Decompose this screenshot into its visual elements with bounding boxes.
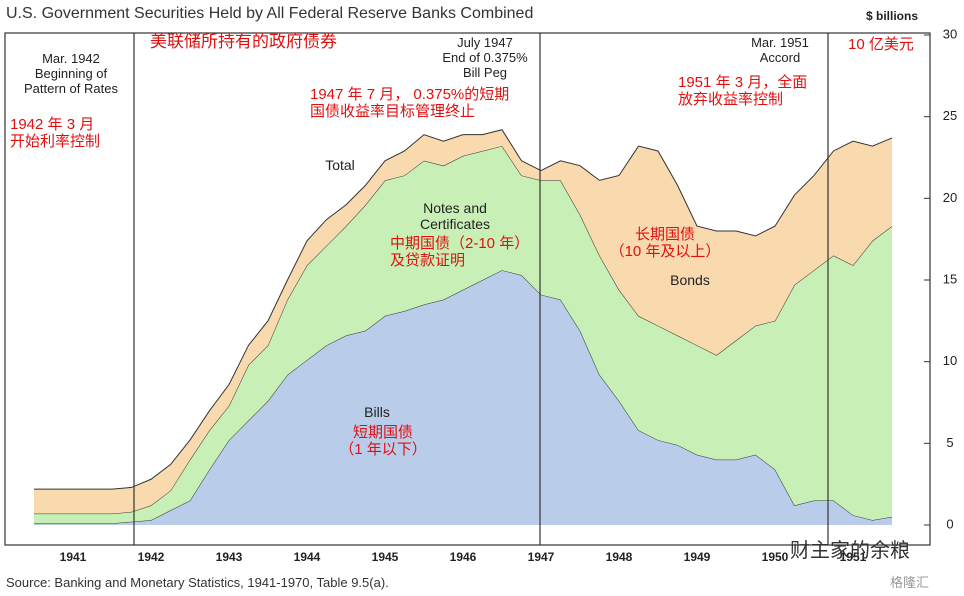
series-label: Bills: [364, 404, 390, 420]
x-tick-label: 1944: [294, 550, 321, 564]
x-tick-label: 1949: [684, 550, 711, 564]
x-tick-label: 1946: [450, 550, 477, 564]
annotation: Mar. 1951 Accord: [751, 35, 809, 65]
y-tick-label: 20: [943, 190, 957, 205]
y-tick-label: 15: [943, 271, 957, 286]
area: [34, 129, 892, 514]
y-axis-label: $ billions: [866, 9, 919, 23]
annotation-zh: 1947 年 7 月， 0.375%的短期 国债收益率目标管理终止: [310, 86, 510, 121]
series-label: Bonds: [670, 272, 710, 288]
x-tick-label: 1947: [528, 550, 555, 564]
annotation-zh: 短期国债 （1 年以下）: [339, 424, 427, 459]
x-tick-label: 1943: [216, 550, 243, 564]
y-axis-label-zh: 10 亿美元: [848, 36, 914, 53]
annotation-zh: 1951 年 3 月，全面 放弃收益率控制: [678, 74, 808, 109]
plot-frame: [4, 32, 931, 546]
annotation: July 1947 End of 0.375% Bill Peg: [442, 35, 528, 80]
watermark: 财主家的余粮: [790, 540, 910, 562]
y-tick-label: 10: [943, 353, 957, 368]
y-tick-label: 5: [946, 435, 953, 450]
y-tick-label: 0: [946, 516, 953, 531]
area-edge: [34, 129, 893, 490]
x-tick-label: 1941: [60, 550, 87, 564]
source: Source: Banking and Monetary Statistics,…: [6, 575, 389, 590]
area: [34, 146, 892, 524]
chart-title: U.S. Government Securities Held by All F…: [6, 5, 534, 22]
x-tick-label: 1942: [138, 550, 165, 564]
title-zh: 美联储所持有的政府债券: [150, 32, 337, 51]
annotation-zh: 中期国债（2-10 年） 及贷款证明: [390, 235, 530, 270]
x-tick-label: 1950: [762, 550, 789, 564]
series-label: Notes and Certificates: [419, 200, 491, 233]
areas: [34, 129, 893, 525]
area: [34, 270, 892, 525]
x-tick-label: 1951: [840, 550, 867, 564]
watermark: 格隆汇: [890, 575, 930, 590]
y-tick-label: 30: [943, 26, 957, 41]
annotation-zh: 长期国债 （10 年及以上）: [609, 226, 721, 261]
x-tick-label: 1948: [606, 550, 633, 564]
x-tick-label: 1945: [372, 550, 399, 564]
annotation-zh: 1942 年 3 月 开始利率控制: [10, 116, 101, 151]
total-label: Total: [325, 157, 355, 173]
annotation: Mar. 1942 Beginning of Pattern of Rates: [24, 51, 118, 96]
y-tick-label: 25: [943, 108, 957, 123]
